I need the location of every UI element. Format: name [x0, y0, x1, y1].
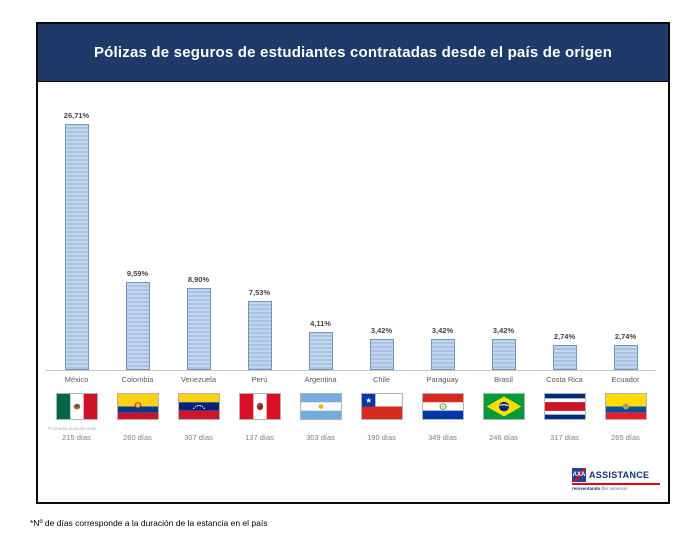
- bar: [308, 332, 333, 370]
- days-label: 307 días: [184, 433, 213, 442]
- bar: [64, 124, 89, 370]
- chart-column: 7,53% Perú 137 días: [229, 82, 290, 442]
- axa-assistance-logo: AXA ASSISTANCE reinventando /los servici…: [572, 468, 660, 491]
- logo-tagline: reinventando /los servicios: [572, 486, 660, 491]
- country-label: Chile: [372, 375, 391, 384]
- chart-plot-area: 26,71% México 215 días 9,59% Colombia 26…: [46, 82, 656, 503]
- flag-costa-rica: [543, 393, 586, 420]
- country-label: México: [64, 375, 89, 384]
- days-label: 349 días: [428, 433, 457, 442]
- days-label: 317 días: [550, 433, 579, 442]
- chart-columns: 26,71% México 215 días 9,59% Colombia 26…: [46, 82, 656, 442]
- chart-column: 4,11% Argentina 303 días: [290, 82, 351, 442]
- bar-zone: 9,59%: [125, 82, 150, 370]
- flag-mexico: [55, 393, 98, 420]
- chart-column: 3,42% Paraguay 349 días: [412, 82, 473, 442]
- chart-title-bar: Pólizas de seguros de estudiantes contra…: [38, 24, 668, 82]
- chart-body: 26,71% México 215 días 9,59% Colombia 26…: [38, 82, 668, 503]
- bar-value-label: 3,42%: [431, 325, 454, 335]
- flag-ecuador: [604, 393, 647, 420]
- country-label: Paraguay: [426, 375, 459, 384]
- footnote: *Nº de días corresponde a la duración de…: [30, 518, 268, 528]
- bar-value-label: 2,74%: [614, 331, 637, 341]
- days-label: 246 días: [489, 433, 518, 442]
- days-label: 137 días: [245, 433, 274, 442]
- bar-value-label: 4,11%: [310, 319, 331, 329]
- flag-colombia: [116, 393, 159, 420]
- bar-zone: 2,74%: [552, 82, 577, 370]
- bar-value-label: 7,53%: [248, 287, 271, 297]
- country-label: Colombia: [121, 375, 154, 384]
- bar-zone: 26,71%: [64, 82, 89, 370]
- chart-column: 9,59% Colombia 260 días: [107, 82, 168, 442]
- days-label: 215 días: [62, 433, 91, 442]
- country-label: Perú: [251, 375, 268, 384]
- x-axis-line: [46, 370, 656, 371]
- country-label: Venezuela: [180, 375, 217, 384]
- bar-zone: 7,53%: [247, 82, 272, 370]
- bar-value-label: 3,42%: [370, 325, 393, 335]
- flag-venezuela: [177, 393, 220, 420]
- bar-zone: 3,42%: [491, 82, 516, 370]
- assistance-wordmark: ASSISTANCE: [589, 470, 650, 480]
- chart-column: 26,71% México 215 días: [46, 82, 107, 442]
- flag-peru: [238, 393, 281, 420]
- chart-column: 8,90% Venezuela 307 días: [168, 82, 229, 442]
- bar-zone: 3,42%: [369, 82, 394, 370]
- bar-zone: 8,90%: [186, 82, 211, 370]
- flag-paraguay: [421, 393, 464, 420]
- bar: [491, 338, 516, 370]
- bar: [430, 338, 455, 370]
- days-label: 190 días: [367, 433, 396, 442]
- days-label: 260 días: [123, 433, 152, 442]
- bar-value-label: 8,90%: [187, 275, 210, 285]
- logo-row: AXA ASSISTANCE: [572, 468, 660, 485]
- bar-value-label: 3,42%: [492, 325, 515, 335]
- bar-value-label: 26,71%: [63, 111, 90, 121]
- flag-argentina: [299, 393, 342, 420]
- bar: [125, 281, 150, 370]
- duration-note: Promedio duración viaje: [48, 426, 97, 431]
- bar: [247, 300, 272, 370]
- flag-chile: [360, 393, 403, 420]
- tagline-slash: /: [600, 486, 603, 491]
- country-label: Argentina: [304, 375, 337, 384]
- chart-frame: Pólizas de seguros de estudiantes contra…: [36, 22, 670, 504]
- flag-brasil: [482, 393, 525, 420]
- country-label: Costa Rica: [546, 375, 583, 384]
- days-label: 265 días: [611, 433, 640, 442]
- bar: [613, 344, 638, 370]
- chart-column: 3,42% Chile 190 días: [351, 82, 412, 442]
- country-label: Brasil: [494, 375, 513, 384]
- bar: [186, 288, 211, 370]
- axa-brand-text: AXA: [572, 472, 586, 478]
- chart-title: Pólizas de seguros de estudiantes contra…: [93, 44, 613, 61]
- chart-column: 3,42% Brasil 246 días: [473, 82, 534, 442]
- chart-column: 2,74% Costa Rica 317 días: [534, 82, 595, 442]
- bar: [369, 338, 394, 370]
- bar-value-label: 9,59%: [126, 268, 149, 278]
- bar-zone: 3,42%: [430, 82, 455, 370]
- bar: [552, 344, 577, 370]
- chart-column: 2,74% Ecuador 265 días: [595, 82, 656, 442]
- tagline-left: reinventando: [572, 486, 601, 491]
- axa-logo-icon: AXA: [572, 468, 586, 482]
- country-label: Ecuador: [611, 375, 640, 384]
- days-label: 303 días: [306, 433, 335, 442]
- bar-zone: 4,11%: [308, 82, 333, 370]
- bar-zone: 2,74%: [613, 82, 638, 370]
- tagline-right: los servicios: [602, 486, 628, 491]
- bar-value-label: 2,74%: [553, 331, 576, 341]
